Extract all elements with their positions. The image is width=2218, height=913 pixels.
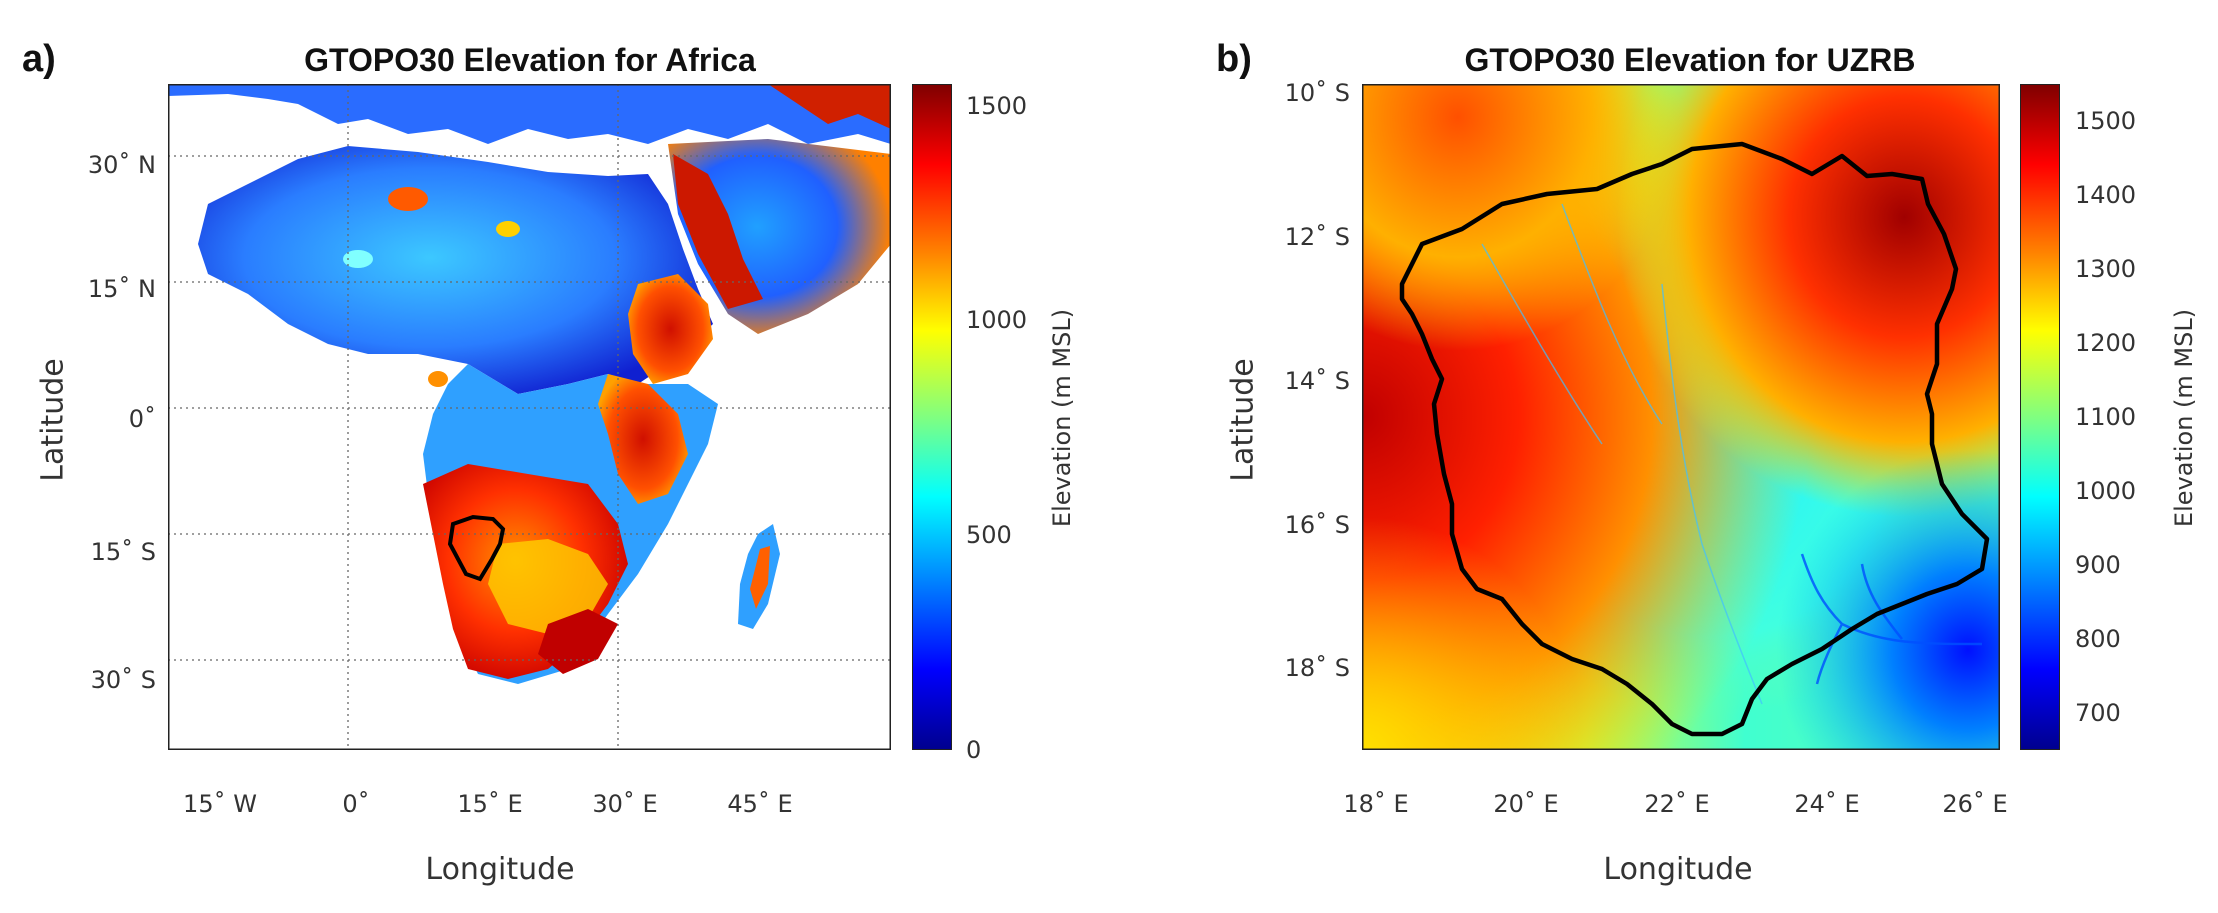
africa-cbtick-1000: 1000 [966, 306, 1028, 334]
panel-a-title: GTOPO30 Elevation for Africa [304, 42, 756, 78]
uzrb-basin-boundary [1399, 141, 1990, 737]
uzrb-map-area [1362, 84, 2000, 750]
ethiopian-highlands [628, 274, 713, 384]
africa-colorbar-label: Elevation (m MSL) [1048, 308, 1076, 528]
africa-cbtick-1500: 1500 [966, 92, 1028, 120]
africa-ytick-30s: 30˚ S [90, 666, 156, 694]
ahaggar-highland [343, 250, 373, 268]
panel-b-title: GTOPO30 Elevation for UZRB [1464, 42, 1916, 78]
africa-gridlines [168, 84, 891, 750]
africa-xtick-30e: 30˚ E [592, 790, 658, 818]
uzrb-yaxis-label: Latitude [1225, 358, 1261, 482]
africa-xtick-0: 0˚ [342, 790, 370, 818]
europe-landmass [168, 84, 891, 144]
panel-a-label: a) [22, 38, 56, 80]
africa-colorbar [912, 84, 952, 750]
southwest-plateau [1362, 84, 2000, 750]
uzrb-xtick-24e: 24˚ E [1794, 790, 1860, 818]
uzrb-xaxis-label: Longitude [1603, 852, 1753, 887]
africa-xtick-15w: 15˚ W [183, 790, 257, 818]
uzrb-colorbar-label: Elevation (m MSL) [2170, 308, 2198, 528]
africa-map-area [168, 84, 891, 750]
uzrb-cbtick-800: 800 [2075, 625, 2121, 653]
africa-elevation-map [168, 84, 891, 750]
tributaries [1481, 203, 1763, 705]
africa-yaxis-label: Latitude [35, 358, 71, 482]
africa-ytick-15s: 15˚ S [90, 538, 156, 566]
africa-ytick-0: 0˚ [128, 405, 156, 433]
africa-xtick-15e: 15˚ E [457, 790, 523, 818]
cameroon-highland [428, 371, 448, 387]
uzrb-elevation-map [1362, 84, 2000, 750]
mediterranean-sea [288, 129, 708, 179]
east-african-plateau [598, 374, 688, 504]
madagascar-highlands [750, 546, 770, 609]
atlas-highland [388, 187, 428, 211]
uzrb-xtick-20e: 20˚ E [1493, 790, 1559, 818]
uzrb-cbtick-700: 700 [2075, 699, 2121, 727]
drakensberg [538, 609, 618, 674]
uzrb-cbtick-1100: 1100 [2075, 403, 2137, 431]
uzrb-boundary-outline [447, 514, 506, 582]
africa-cbtick-500: 500 [966, 521, 1012, 549]
africa-cbtick-0: 0 [966, 736, 982, 764]
arabia-west-highlands [673, 154, 763, 309]
river-channels [1800, 553, 1983, 685]
uzrb-cbtick-1500: 1500 [2075, 107, 2137, 135]
north-africa [198, 146, 713, 394]
kalahari-basin [488, 539, 608, 634]
uzrb-ytick-14s: 14˚ S [1284, 367, 1350, 395]
africa-ytick-15n: 15˚ N [87, 275, 156, 303]
uzrb-cbtick-1200: 1200 [2075, 329, 2137, 357]
caucasus-highlands [768, 84, 891, 129]
uzrb-xtick-22e: 22˚ E [1644, 790, 1710, 818]
africa-ytick-30n: 30˚ N [87, 151, 156, 179]
panel-b-label: b) [1216, 38, 1252, 80]
uzrb-cbtick-1000: 1000 [2075, 477, 2137, 505]
africa-map-frame [168, 84, 891, 750]
uzrb-xtick-26e: 26˚ E [1942, 790, 2008, 818]
uzrb-cbtick-1400: 1400 [2075, 181, 2137, 209]
uzrb-ytick-18s: 18˚ S [1284, 654, 1350, 682]
uzrb-map-frame [1362, 84, 2000, 750]
africa-xtick-45e: 45˚ E [727, 790, 793, 818]
uzrb-cbtick-900: 900 [2075, 551, 2121, 579]
tibesti-highland [496, 221, 520, 237]
uzrb-ytick-16s: 16˚ S [1284, 511, 1350, 539]
africa-xaxis-label: Longitude [425, 852, 575, 887]
uzrb-colorbar [2020, 84, 2060, 750]
uzrb-ytick-10s: 10˚ S [1284, 79, 1350, 107]
red-sea [658, 179, 728, 329]
uzrb-ytick-12s: 12˚ S [1284, 223, 1350, 251]
uzrb-cbtick-1300: 1300 [2075, 255, 2137, 283]
uzrb-xtick-18e: 18˚ E [1343, 790, 1409, 818]
